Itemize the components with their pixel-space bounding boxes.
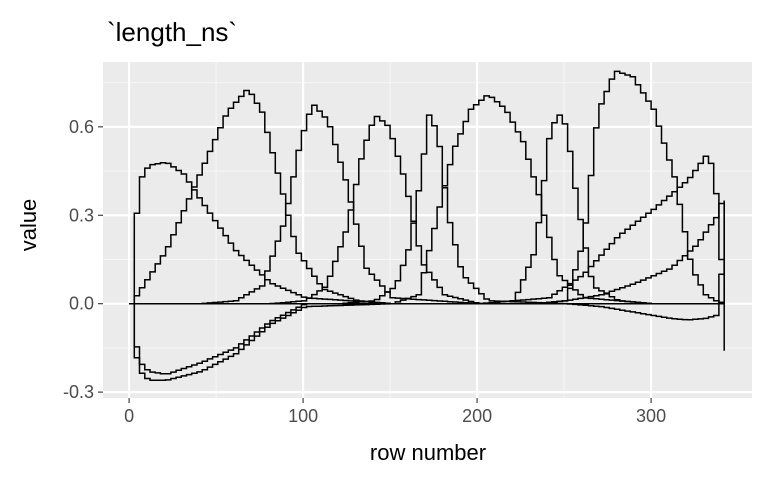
x-axis: 0 100 200 300: [124, 398, 666, 426]
x-tick-label: 0: [124, 406, 134, 426]
y-axis: -0.3 0.0 0.3 0.6: [63, 117, 103, 402]
y-tick-label: 0.0: [69, 294, 94, 314]
x-axis-label: row number: [370, 440, 486, 465]
x-tick-label: 100: [288, 406, 318, 426]
y-tick-label: -0.3: [63, 382, 94, 402]
y-tick-label: 0.6: [69, 117, 94, 137]
x-tick-label: 300: [636, 406, 666, 426]
x-tick-label: 200: [462, 406, 492, 426]
minor-gridlines: [103, 62, 752, 398]
y-tick-label: 0.3: [69, 205, 94, 225]
data-series: [129, 70, 725, 382]
y-axis-label: value: [16, 199, 41, 252]
plot-panel: [103, 62, 752, 398]
chart-title: `length_ns`: [107, 17, 237, 47]
major-gridlines: [103, 62, 752, 398]
